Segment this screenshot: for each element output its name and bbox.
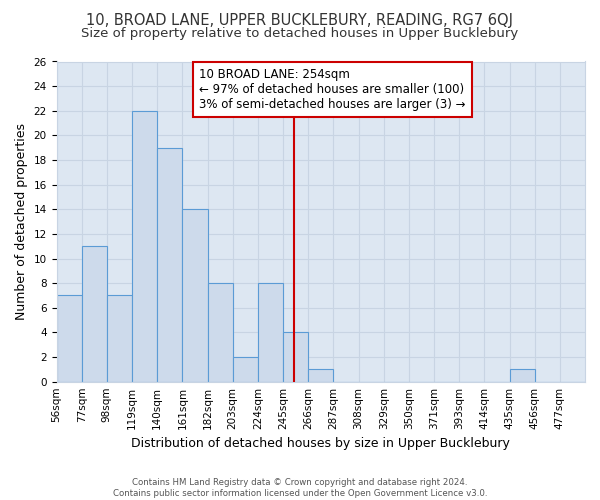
Text: Size of property relative to detached houses in Upper Bucklebury: Size of property relative to detached ho…: [82, 28, 518, 40]
Bar: [509, 370, 535, 382]
Text: 10, BROAD LANE, UPPER BUCKLEBURY, READING, RG7 6QJ: 10, BROAD LANE, UPPER BUCKLEBURY, READIN…: [86, 12, 514, 28]
Bar: [308, 370, 334, 382]
Bar: [283, 332, 308, 382]
Bar: [157, 148, 182, 382]
Bar: [82, 246, 107, 382]
Text: Contains HM Land Registry data © Crown copyright and database right 2024.
Contai: Contains HM Land Registry data © Crown c…: [113, 478, 487, 498]
Y-axis label: Number of detached properties: Number of detached properties: [15, 123, 28, 320]
Bar: [107, 296, 132, 382]
Bar: [182, 210, 208, 382]
Bar: [233, 357, 258, 382]
Bar: [258, 283, 283, 382]
X-axis label: Distribution of detached houses by size in Upper Bucklebury: Distribution of detached houses by size …: [131, 437, 510, 450]
Bar: [132, 111, 157, 382]
Bar: [208, 283, 233, 382]
Bar: [56, 296, 82, 382]
Text: 10 BROAD LANE: 254sqm
← 97% of detached houses are smaller (100)
3% of semi-deta: 10 BROAD LANE: 254sqm ← 97% of detached …: [199, 68, 466, 110]
